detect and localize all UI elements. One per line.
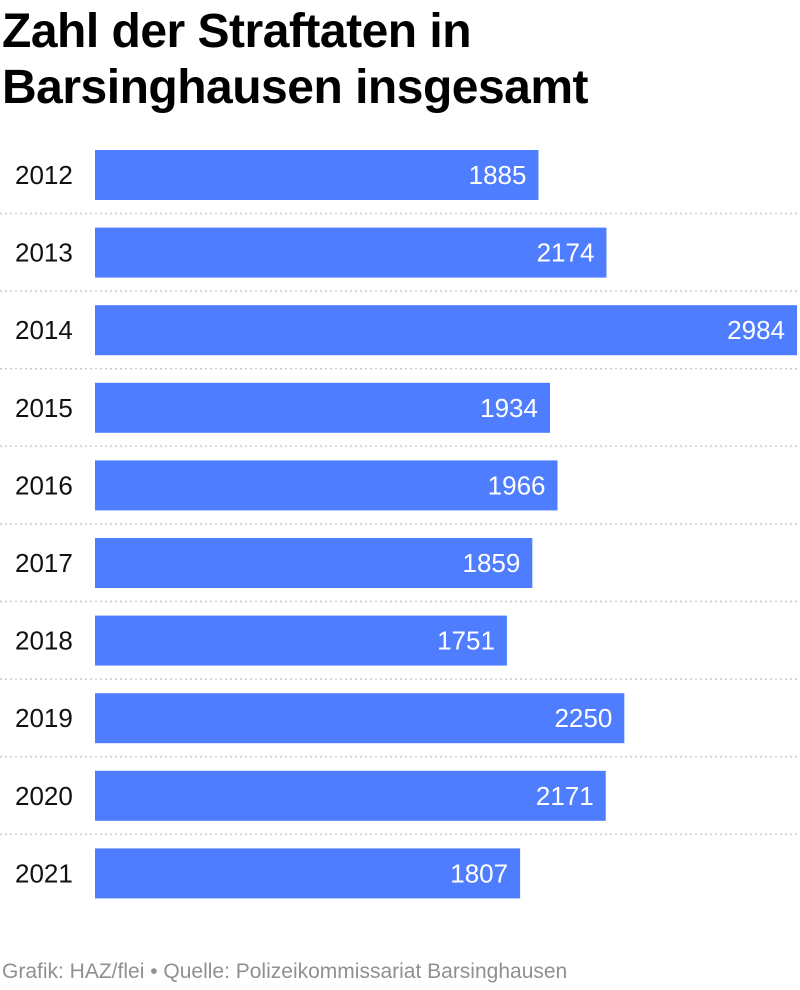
category-label: 2014 bbox=[15, 315, 73, 345]
category-label: 2021 bbox=[15, 858, 73, 888]
bar bbox=[95, 615, 507, 666]
bar-row: 2020 2171 bbox=[0, 770, 800, 836]
chart-title: Zahl der Straftaten in Barsinghausen ins… bbox=[2, 5, 589, 114]
bar-row: 2018 1751 bbox=[0, 615, 800, 680]
bar-row: 2012 1885 bbox=[0, 150, 800, 215]
bar bbox=[95, 150, 539, 200]
bar-value-label: 1751 bbox=[437, 626, 495, 656]
bar-value-label: 2174 bbox=[537, 238, 595, 268]
bar bbox=[95, 305, 797, 356]
bar-value-label: 1966 bbox=[488, 470, 546, 500]
bar-row: 2021 1807 bbox=[15, 848, 521, 899]
chart-source-note: Grafik: HAZ/flei • Quelle: Polizeikommis… bbox=[2, 960, 568, 983]
bar bbox=[95, 460, 558, 511]
category-label: 2020 bbox=[15, 781, 73, 811]
bar bbox=[95, 770, 606, 821]
category-label: 2015 bbox=[15, 393, 73, 423]
category-label: 2018 bbox=[15, 626, 73, 656]
category-label: 2016 bbox=[15, 470, 73, 500]
bar bbox=[95, 227, 607, 278]
bar bbox=[95, 693, 625, 744]
bar-row: 2017 1859 bbox=[0, 538, 800, 603]
bar-value-label: 2250 bbox=[554, 703, 612, 733]
bar-row: 2014 2984 bbox=[0, 305, 800, 370]
category-label: 2013 bbox=[15, 238, 73, 268]
bar-row: 2016 1966 bbox=[0, 460, 800, 525]
bar-row: 2013 2174 bbox=[0, 227, 800, 292]
category-label: 2012 bbox=[15, 160, 73, 190]
bar-value-label: 1859 bbox=[462, 548, 520, 578]
bar-value-label: 1885 bbox=[469, 160, 527, 190]
category-label: 2017 bbox=[15, 548, 73, 578]
bar bbox=[95, 538, 533, 588]
bar bbox=[95, 848, 521, 899]
bar-value-label: 2171 bbox=[536, 781, 594, 811]
category-label: 2019 bbox=[15, 703, 73, 733]
bar bbox=[95, 382, 550, 433]
bar-row: 2015 1934 bbox=[0, 382, 800, 448]
bar-row: 2019 2250 bbox=[0, 693, 800, 758]
bar-value-label: 2984 bbox=[727, 315, 785, 345]
bar-value-label: 1807 bbox=[450, 858, 508, 888]
bar-value-label: 1934 bbox=[480, 393, 538, 423]
